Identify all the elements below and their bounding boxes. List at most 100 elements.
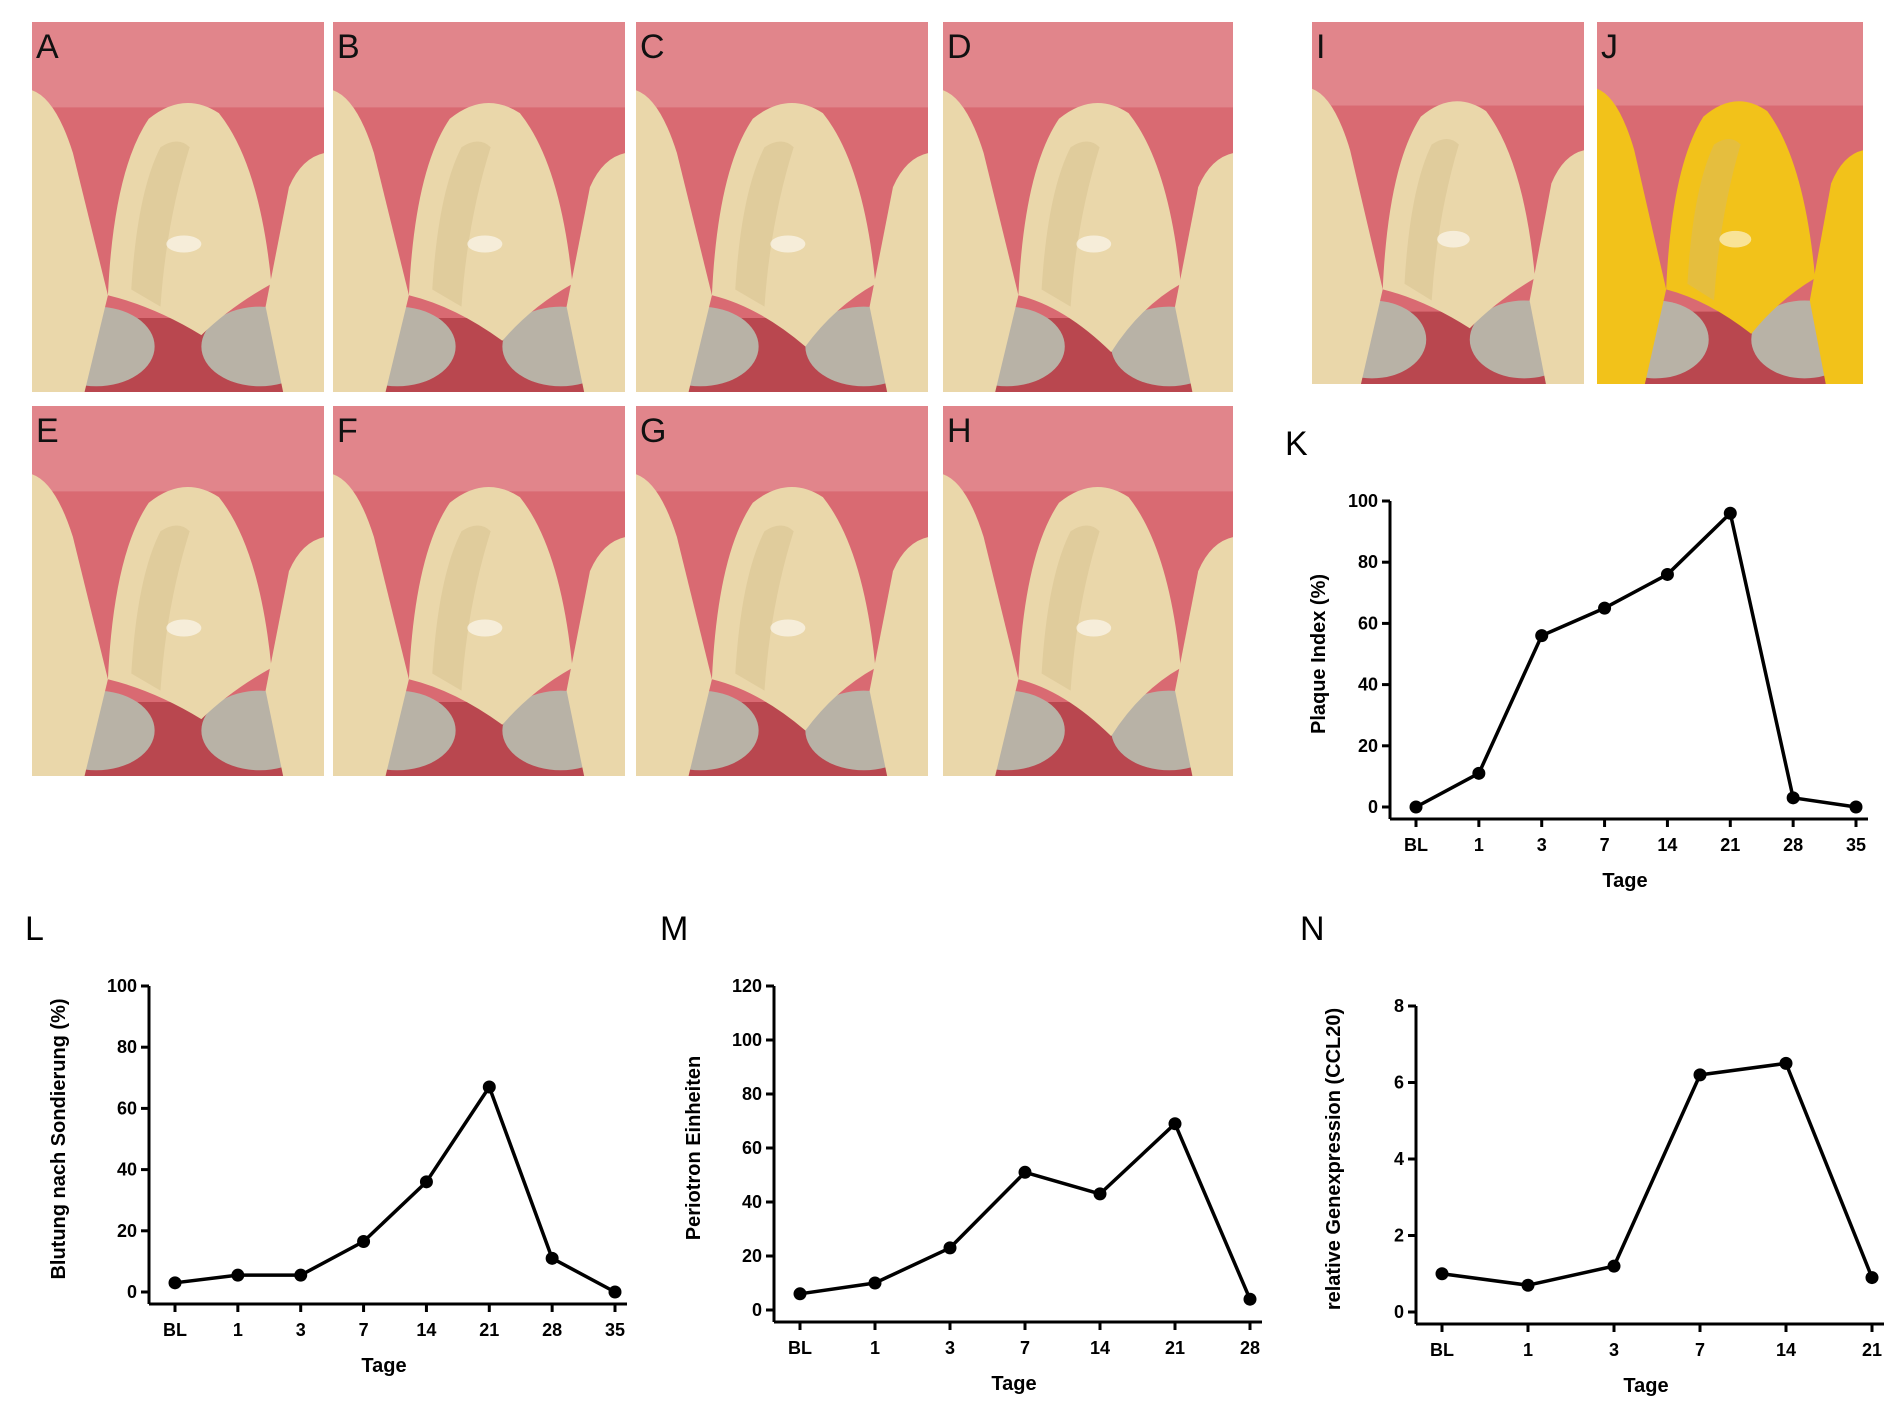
panel-label: E	[36, 412, 59, 450]
series-line	[1441, 1061, 1874, 1287]
data-point	[357, 1235, 371, 1249]
photo-panel-i: I	[1312, 22, 1584, 384]
y-tick-label: 100	[107, 976, 137, 996]
y-tick-label: 4	[1394, 1149, 1404, 1169]
photo-panel-g: G	[636, 406, 928, 776]
y-tick-label: 80	[117, 1037, 137, 1057]
series-line	[174, 1085, 616, 1294]
data-point	[419, 1175, 433, 1189]
tooth-photo-image	[1597, 22, 1863, 384]
x-axis-label: Tage	[1602, 870, 1647, 892]
x-tick-label: 7	[359, 1320, 369, 1340]
x-tick-label: BL	[1430, 1340, 1454, 1360]
x-tick-label: 35	[1846, 835, 1866, 855]
data-point	[1435, 1267, 1449, 1281]
data-point	[1786, 791, 1800, 805]
y-tick-label: 80	[1358, 552, 1378, 572]
x-tick-label: 21	[1165, 1338, 1185, 1358]
chart-panel-label: M	[660, 910, 688, 948]
data-point	[168, 1276, 182, 1290]
x-tick-label: 3	[1537, 835, 1547, 855]
chart-panel-label: N	[1300, 910, 1325, 948]
chart-panel-m: M 0 20 40 60 80 100 120 BL 1 3 7 14 21 28 Tage Periotron…	[660, 910, 1280, 1400]
y-tick-label: 8	[1394, 996, 1404, 1016]
x-tick-label: 1	[870, 1338, 880, 1358]
data-point	[1093, 1187, 1107, 1201]
panel-label: H	[947, 412, 972, 450]
y-tick-label: 40	[742, 1192, 762, 1212]
series-line	[799, 1121, 1252, 1300]
tooth-photo-image	[1312, 22, 1584, 384]
y-axis-label: relative Genexpression (CCL20)	[1323, 1008, 1345, 1310]
y-tick-label: 60	[1358, 613, 1378, 633]
y-tick-label: 20	[742, 1246, 762, 1266]
data-point	[1472, 766, 1486, 780]
chart-panel-k: K 0 20 40 60 80 100 BL 1 3 7 14 21 28 35 Tage Plaque Ind…	[1285, 425, 1895, 910]
photo-panel-f: F	[333, 406, 625, 776]
y-tick-label: 2	[1394, 1226, 1404, 1246]
x-axis-label: Tage	[1623, 1375, 1668, 1397]
data-point	[1018, 1165, 1032, 1179]
series-line	[1415, 511, 1857, 809]
x-axis-label: Tage	[991, 1373, 1036, 1395]
panel-label: I	[1316, 28, 1326, 66]
x-tick-label: 7	[1600, 835, 1610, 855]
tooth-photo-image	[943, 22, 1233, 392]
data-point	[1865, 1271, 1879, 1285]
y-tick-label: 60	[742, 1138, 762, 1158]
photo-panel-c: C	[636, 22, 928, 392]
data-point	[608, 1285, 622, 1299]
x-tick-label: 14	[416, 1320, 436, 1340]
y-tick-label: 40	[117, 1160, 137, 1180]
photo-panel-b: B	[333, 22, 625, 392]
panel-label: B	[337, 28, 360, 66]
photo-panel-h: H	[943, 406, 1233, 776]
x-axis-label: Tage	[361, 1355, 406, 1377]
panel-label: A	[36, 28, 59, 66]
x-tick-label: 21	[1862, 1340, 1882, 1360]
x-tick-label: 28	[1783, 835, 1803, 855]
data-point	[943, 1241, 957, 1255]
panel-label: F	[337, 412, 358, 450]
data-point	[1598, 601, 1612, 615]
data-point	[1409, 800, 1423, 814]
y-tick-label: 0	[752, 1300, 762, 1320]
panel-label: J	[1601, 28, 1618, 66]
y-tick-label: 120	[732, 976, 762, 996]
photo-panel-e: E	[32, 406, 324, 776]
data-point	[1660, 567, 1674, 581]
y-tick-label: 20	[1358, 736, 1378, 756]
line-chart: M 0 20 40 60 80 100 120 BL 1 3 7 14 21 28 Tage Periotron…	[660, 910, 1262, 1395]
x-tick-label: 35	[605, 1320, 625, 1340]
panel-label: C	[640, 28, 665, 66]
chart-panel-l: L 0 20 40 60 80 100 BL 1 3 7 14 21 28 35 Tage Blutung na…	[25, 910, 645, 1400]
x-tick-label: 14	[1090, 1338, 1110, 1358]
data-point	[1779, 1056, 1793, 1070]
data-point	[1535, 629, 1549, 643]
data-point	[294, 1268, 308, 1282]
x-tick-label: BL	[788, 1338, 812, 1358]
chart-panel-label: L	[25, 910, 44, 948]
y-tick-label: 80	[742, 1084, 762, 1104]
y-tick-label: 0	[127, 1282, 137, 1302]
data-point	[1168, 1117, 1182, 1131]
y-axis-label: Periotron Einheiten	[683, 1056, 705, 1240]
data-point	[482, 1080, 496, 1094]
y-tick-label: 0	[1394, 1302, 1404, 1322]
data-point	[868, 1276, 882, 1290]
x-tick-label: 1	[1523, 1340, 1533, 1360]
x-tick-label: 14	[1657, 835, 1677, 855]
chart-panel-label: K	[1285, 425, 1308, 463]
tooth-photo-image	[32, 22, 324, 392]
y-tick-label: 0	[1368, 797, 1378, 817]
data-point	[1723, 506, 1737, 520]
photo-panel-a: A	[32, 22, 324, 392]
x-tick-label: 28	[1240, 1338, 1260, 1358]
data-point	[1243, 1292, 1257, 1306]
x-tick-label: 3	[945, 1338, 955, 1358]
x-tick-label: 28	[542, 1320, 562, 1340]
panel-label: D	[947, 28, 972, 66]
data-point	[545, 1251, 559, 1265]
y-tick-label: 100	[1348, 491, 1378, 511]
photo-panel-d: D	[943, 22, 1233, 392]
